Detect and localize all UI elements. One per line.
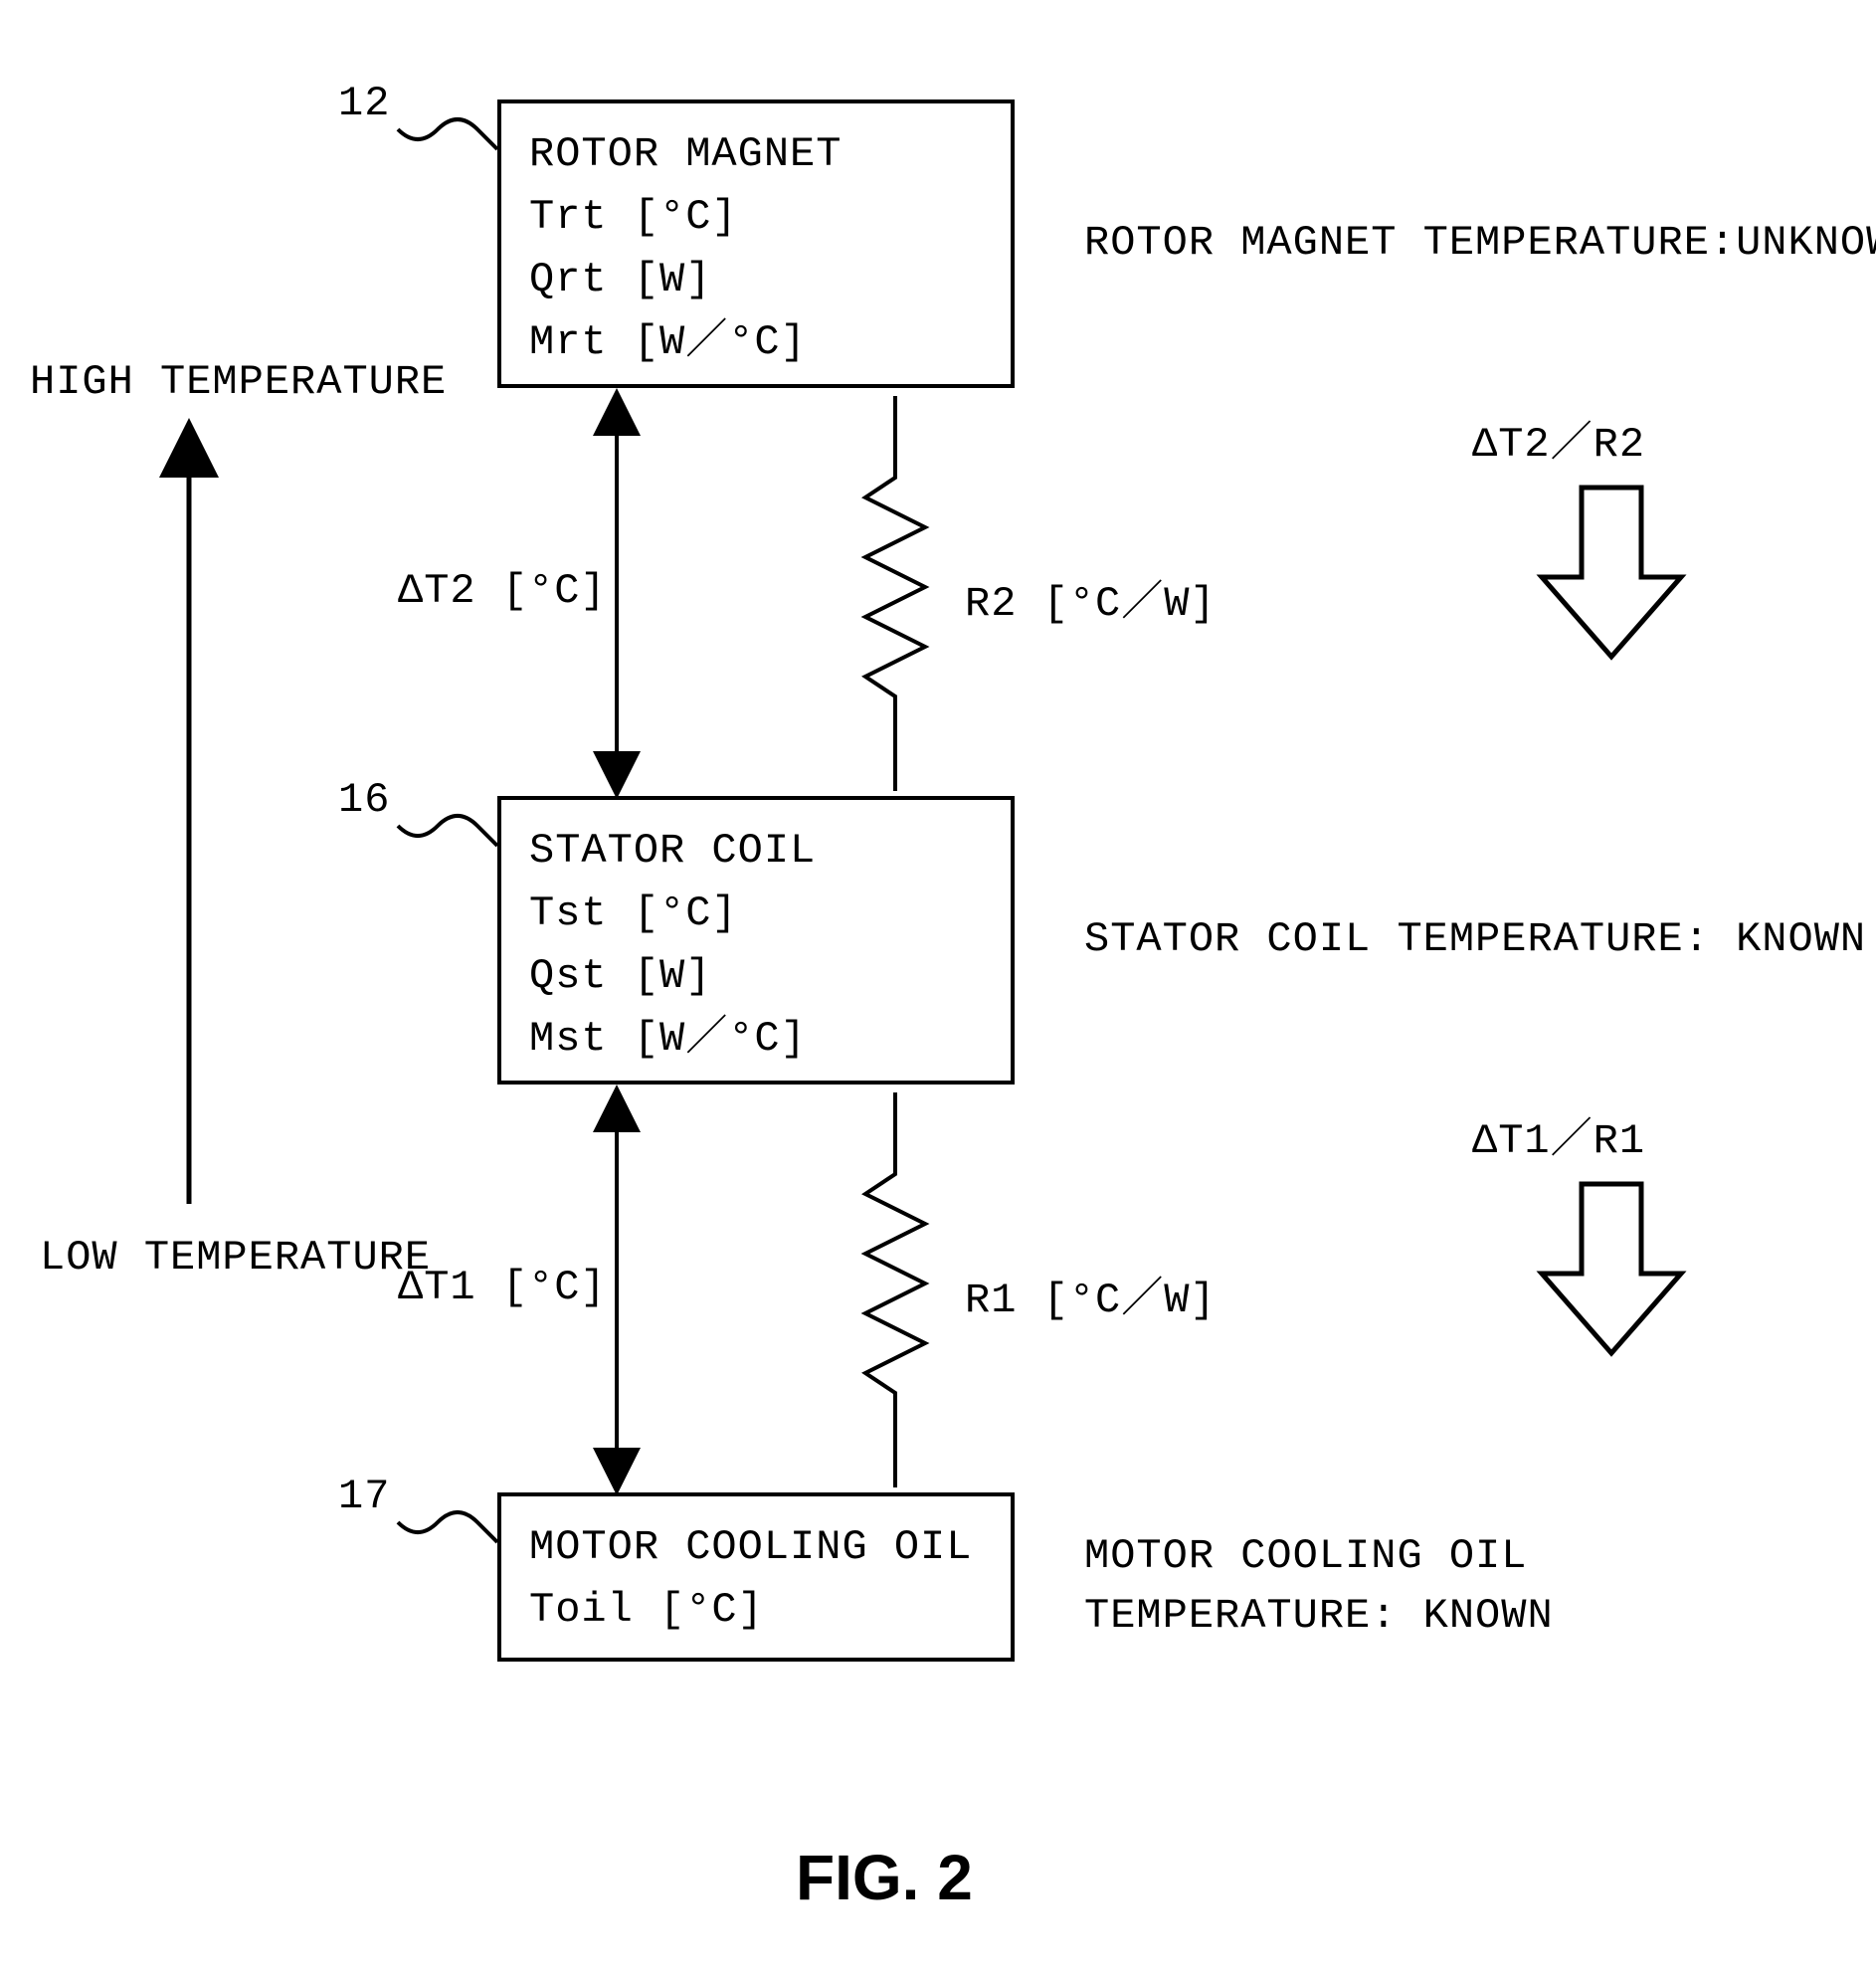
figure-caption: FIG. 2 xyxy=(796,1841,973,1914)
motor-oil-box: MOTOR COOLING OIL Toil [°C] xyxy=(497,1492,1015,1662)
high-temp-label: HIGH TEMPERATURE xyxy=(30,358,447,406)
dt2-label: ΔT2 [°C] xyxy=(398,567,607,615)
flow1-block-arrow xyxy=(1542,1184,1681,1353)
flow1-label: ΔT1／R1 xyxy=(1472,1104,1645,1165)
figure-canvas: ROTOR MAGNET Trt [°C] Qrt [W] Mrt [W／°C]… xyxy=(0,0,1876,1975)
oil-line2: Toil [°C] xyxy=(529,1579,983,1642)
squiggle-16 xyxy=(398,816,497,846)
stator-title: STATOR COIL xyxy=(529,820,983,883)
flow2-block-arrow xyxy=(1542,488,1681,657)
r1-label: R1 [°C／W] xyxy=(965,1264,1217,1324)
ref-num-16: 16 xyxy=(338,776,390,824)
stator-line2: Tst [°C] xyxy=(529,883,983,945)
oil-title: MOTOR COOLING OIL xyxy=(529,1516,983,1579)
dt1-label: ΔT1 [°C] xyxy=(398,1264,607,1311)
flow2-label: ΔT2／R2 xyxy=(1472,408,1645,469)
rotor-title: ROTOR MAGNET xyxy=(529,123,983,186)
stator-status: STATOR COIL TEMPERATURE: KNOWN xyxy=(1084,915,1866,963)
r2-resistor xyxy=(865,396,925,791)
squiggle-17 xyxy=(398,1512,497,1542)
ref-num-17: 17 xyxy=(338,1473,390,1520)
rotor-magnet-box: ROTOR MAGNET Trt [°C] Qrt [W] Mrt [W／°C] xyxy=(497,99,1015,388)
squiggle-12 xyxy=(398,119,497,149)
rotor-line2: Trt [°C] xyxy=(529,186,983,249)
oil-status-line1: MOTOR COOLING OIL xyxy=(1084,1532,1527,1580)
low-temp-label: LOW TEMPERATURE xyxy=(40,1234,431,1282)
rotor-status: ROTOR MAGNET TEMPERATURE:UNKNOWN xyxy=(1084,219,1876,267)
rotor-line4: Mrt [W／°C] xyxy=(529,311,983,374)
stator-line4: Mst [W／°C] xyxy=(529,1008,983,1071)
stator-line3: Qst [W] xyxy=(529,945,983,1008)
ref-num-12: 12 xyxy=(338,80,390,127)
rotor-line3: Qrt [W] xyxy=(529,249,983,311)
stator-coil-box: STATOR COIL Tst [°C] Qst [W] Mst [W／°C] xyxy=(497,796,1015,1085)
r2-label: R2 [°C／W] xyxy=(965,567,1217,628)
oil-status-line2: TEMPERATURE: KNOWN xyxy=(1084,1592,1554,1640)
r1-resistor xyxy=(865,1092,925,1487)
